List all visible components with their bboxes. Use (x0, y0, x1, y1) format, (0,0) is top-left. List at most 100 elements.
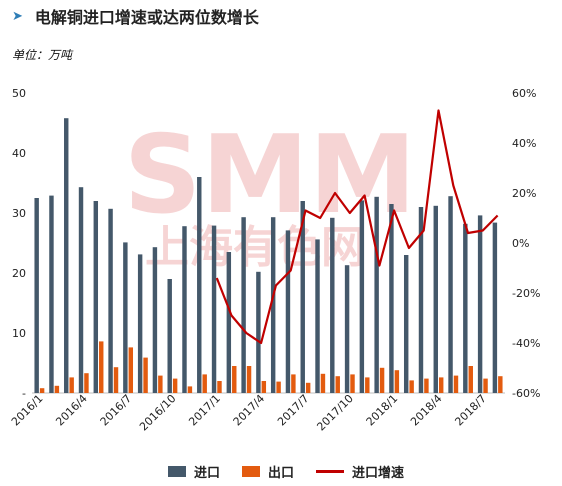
legend-label-growth: 进口增速 (352, 466, 405, 481)
import-bar (182, 226, 187, 393)
legend-item-import: 进口 (168, 462, 220, 481)
export-bar (438, 377, 444, 393)
import-bar (78, 187, 84, 393)
import-bar (270, 217, 276, 393)
arrow-icon: ➤ (12, 8, 23, 24)
export-bar (232, 366, 237, 393)
y-right-tick-label: 60% (512, 87, 536, 100)
y-left-tick-label: 20 (12, 267, 26, 280)
legend: 进口 出口 进口增速 (168, 462, 426, 481)
chart-header: ➤ 电解铜进口增速或达两位数增长 (6, 4, 259, 28)
export-bar (365, 377, 370, 393)
y-left-tick-label: 30 (12, 207, 26, 220)
import-bar (152, 247, 158, 393)
import-bar (359, 200, 365, 393)
export-bar (291, 374, 296, 393)
export-bar (84, 373, 89, 393)
import-bar (344, 265, 350, 393)
unit-label: 单位：万吨 (12, 48, 73, 62)
y-right-tick-label: -40% (512, 337, 540, 350)
import-bar (477, 215, 483, 393)
legend-swatch-growth (316, 470, 345, 473)
export-bar (69, 377, 74, 393)
x-tick-label: 2017/7 (275, 392, 312, 429)
export-bar (498, 376, 503, 393)
export-bar (483, 378, 488, 393)
legend-label-export: 出口 (268, 466, 295, 481)
import-bar (167, 279, 172, 393)
export-bar (54, 385, 60, 393)
export-bar (172, 378, 178, 393)
y-left-tick-label: 50 (12, 87, 26, 100)
import-bar (433, 205, 438, 393)
x-tick-label: 2016/1 (9, 392, 46, 429)
y-left-tick-label: - (22, 387, 26, 400)
x-tick-label: 2018/4 (408, 392, 445, 429)
import-bar (389, 204, 394, 393)
y-left-tick-label: 10 (12, 327, 26, 340)
legend-swatch-export (242, 466, 261, 477)
x-tick-label: 2016/4 (53, 392, 90, 429)
export-bar (99, 341, 104, 393)
x-tick-label: 2018/7 (452, 392, 489, 429)
y-right-tick-label: -60% (512, 387, 540, 400)
import-bar (137, 254, 143, 393)
legend-swatch-import (168, 466, 186, 477)
export-bar (453, 375, 459, 393)
import-bar (197, 177, 202, 393)
export-bar (39, 388, 45, 393)
export-bar (409, 380, 414, 393)
legend-item-growth: 进口增速 (316, 462, 404, 481)
legend-item-export: 出口 (242, 462, 294, 481)
chart-title: 电解铜进口增速或达两位数增长 (34, 8, 259, 27)
y-right-tick-label: -20% (512, 287, 540, 300)
export-bar (158, 375, 163, 393)
import-bar (241, 217, 246, 393)
export-bar (305, 382, 311, 393)
import-bar (403, 255, 409, 393)
x-tick-label: 2016/10 (137, 392, 179, 434)
x-tick-label: 2017/1 (186, 392, 223, 429)
import-bar (374, 196, 379, 393)
import-bar (226, 252, 232, 393)
import-bar (34, 198, 39, 393)
import-bar (330, 217, 335, 393)
import-bar (463, 223, 468, 393)
export-bar (276, 381, 281, 393)
import-bar (418, 207, 424, 393)
y-right-tick-label: 20% (512, 187, 536, 200)
growth-line (215, 109, 499, 345)
export-bar (143, 357, 148, 393)
y-left-tick-label: 40 (12, 147, 26, 160)
import-bar (300, 201, 305, 393)
x-tick-label: 2017/10 (314, 392, 356, 434)
export-bar (187, 386, 193, 393)
import-bar (123, 242, 128, 393)
export-bar (379, 367, 385, 393)
import-bar (315, 239, 320, 393)
import-bar (211, 225, 217, 393)
y-right-tick-label: 0% (512, 237, 529, 250)
legend-label-import: 进口 (194, 466, 221, 481)
import-bar (256, 271, 261, 393)
export-bar (217, 381, 222, 393)
export-bar (394, 370, 400, 393)
export-bar (261, 381, 267, 393)
import-bar (448, 196, 453, 393)
import-bar (492, 222, 498, 393)
export-bar (424, 378, 429, 393)
export-bar (320, 373, 326, 393)
export-bar (128, 347, 134, 393)
x-tick-label: 2018/1 (364, 392, 401, 429)
x-tick-label: 2017/4 (231, 392, 268, 429)
export-bar (468, 366, 473, 393)
x-tick-label: 2016/7 (98, 392, 135, 429)
y-right-tick-label: 40% (512, 137, 536, 150)
export-bar (113, 367, 119, 393)
export-bar (246, 366, 252, 393)
export-bar (350, 374, 355, 393)
import-bar (285, 230, 291, 393)
import-bar (64, 118, 69, 393)
import-bar (93, 201, 99, 393)
